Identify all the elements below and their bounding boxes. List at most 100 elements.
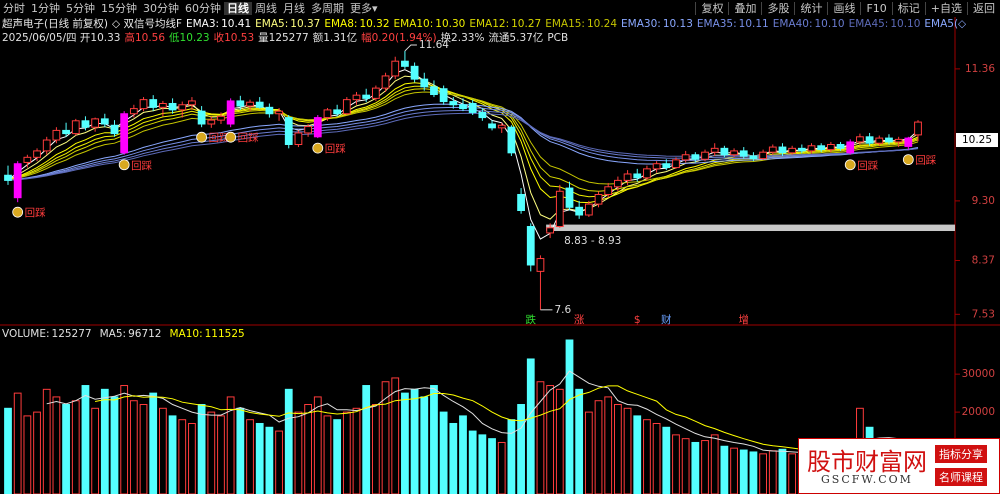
candle-body bbox=[246, 101, 254, 107]
tool-button[interactable]: 画线 bbox=[827, 2, 861, 15]
candle-body bbox=[488, 123, 496, 129]
candle-body bbox=[778, 146, 787, 154]
candle-body bbox=[110, 124, 119, 135]
volume-bar bbox=[333, 419, 342, 494]
candle-body bbox=[449, 101, 458, 106]
candle-body bbox=[865, 136, 874, 144]
candle-body bbox=[497, 124, 506, 129]
candle-body bbox=[565, 187, 574, 208]
candle-body bbox=[826, 143, 835, 151]
range-band-label: 8.83 - 8.93 bbox=[564, 235, 621, 247]
tool-button[interactable]: 复权 bbox=[695, 2, 729, 15]
quote-item: 低10.23 bbox=[169, 32, 210, 44]
ema-value: 10.30 bbox=[435, 18, 466, 30]
volume-legend-label: MA5: bbox=[99, 328, 127, 340]
period-tabs: 分时 1分钟 5分钟 15分钟 30分钟 60分钟 日线 周线 月线 多周期 更多▾ bbox=[0, 0, 381, 17]
volume-bar bbox=[100, 388, 109, 494]
volume-bar bbox=[759, 453, 767, 494]
extreme-label: 7.6 bbox=[554, 304, 571, 316]
volume-bar bbox=[488, 438, 496, 494]
quote-item: 额1.31亿 bbox=[312, 32, 358, 44]
candle-body bbox=[323, 109, 332, 119]
volume-bar bbox=[371, 404, 380, 494]
tool-button[interactable]: 叠加 bbox=[728, 2, 762, 15]
period-tab[interactable]: 月线 bbox=[283, 2, 305, 15]
volume-bar bbox=[604, 396, 613, 494]
toolbar: 分时 1分钟 5分钟 15分钟 30分钟 60分钟 日线 周线 月线 多周期 更多▾ 复权 叠加 多股 统计… bbox=[0, 0, 1000, 17]
volume-bar bbox=[507, 419, 516, 494]
volume-bar bbox=[410, 388, 419, 494]
period-tab[interactable]: 周线 bbox=[255, 2, 277, 15]
candle-body bbox=[149, 99, 158, 108]
ema-label: EMA15: bbox=[545, 18, 585, 30]
candle-body bbox=[517, 193, 525, 212]
candle-body bbox=[681, 154, 690, 161]
period-tab[interactable]: 30分钟 bbox=[143, 2, 179, 15]
ema-more: EMA5(◇ bbox=[924, 18, 967, 30]
volume-bar bbox=[323, 415, 332, 494]
volume-bar bbox=[139, 404, 148, 494]
volume-bar bbox=[81, 385, 90, 494]
tool-button[interactable]: F10 bbox=[860, 2, 892, 15]
candle-body bbox=[188, 100, 196, 106]
period-tab[interactable]: 1分钟 bbox=[31, 2, 60, 15]
period-tab[interactable]: 多周期 bbox=[311, 2, 344, 15]
volume-bar bbox=[352, 407, 361, 494]
candle-body bbox=[507, 126, 516, 154]
volume-bar bbox=[430, 385, 438, 494]
volume-bar bbox=[91, 407, 100, 494]
quote-line: 2025/06/05/四 开10.33 高10.56 低10.23 收10.53 量12… bbox=[2, 31, 572, 45]
period-tab[interactable]: 更多▾ bbox=[350, 2, 378, 15]
period-tab[interactable]: 15分钟 bbox=[101, 2, 137, 15]
volume-bar bbox=[536, 381, 545, 494]
volume-bar bbox=[517, 404, 525, 494]
tool-button[interactable]: 多股 bbox=[761, 2, 795, 15]
tool-button[interactable]: 标记 bbox=[891, 2, 925, 15]
volume-bar bbox=[459, 415, 467, 494]
ema-value: 10.11 bbox=[738, 18, 769, 30]
candle-body bbox=[575, 206, 584, 216]
volume-bar bbox=[294, 411, 303, 494]
tool-button[interactable]: +自选 bbox=[924, 2, 967, 15]
indicator-legend: 超声电子(日线 前复权) ◇ 双信号均线F EMA3: 10.41 EMA5: 10.37… bbox=[2, 17, 970, 31]
volume-bar bbox=[652, 422, 661, 494]
ema-label: EMA8: bbox=[324, 18, 358, 30]
signal: 财 bbox=[661, 313, 672, 326]
volume-bar bbox=[168, 415, 177, 494]
period-tab[interactable]: 60分钟 bbox=[185, 2, 221, 15]
volume-bar bbox=[497, 441, 506, 494]
candle-body bbox=[207, 119, 216, 125]
volume-bar bbox=[788, 453, 797, 494]
candle-body bbox=[197, 110, 206, 125]
candle-body bbox=[4, 174, 12, 181]
volume-bar bbox=[662, 426, 671, 494]
volume-bar bbox=[526, 358, 535, 494]
volume-legend: VOLUME: 125277 MA5: 96712 MA10: 111525 bbox=[2, 327, 253, 341]
candle-body bbox=[633, 173, 642, 179]
candle-body bbox=[652, 163, 661, 170]
volume-bar bbox=[730, 447, 738, 494]
candle-body bbox=[226, 100, 235, 125]
candle-body bbox=[594, 193, 603, 205]
tool-button[interactable]: 返回 bbox=[967, 2, 1000, 15]
period-tab[interactable]: 5分钟 bbox=[66, 2, 95, 15]
volume-legend-label: VOLUME: bbox=[2, 328, 50, 340]
ema-line bbox=[7, 91, 919, 185]
period-tab[interactable]: 日线 bbox=[224, 2, 252, 15]
candle-body bbox=[62, 129, 70, 135]
ema-value: 10.24 bbox=[586, 18, 618, 30]
tool-button[interactable]: 统计 bbox=[794, 2, 828, 15]
volume-bar bbox=[304, 404, 312, 494]
candle-body bbox=[817, 145, 826, 151]
volume-bar bbox=[217, 415, 225, 494]
candle-body bbox=[129, 108, 138, 115]
period-tab[interactable]: 分时 bbox=[3, 2, 25, 15]
callout: 回踩 bbox=[238, 132, 259, 144]
candle-body bbox=[71, 120, 80, 135]
volume-bar bbox=[178, 419, 187, 494]
watermark-tag: 名师课程 bbox=[935, 468, 987, 486]
candle-body bbox=[885, 137, 893, 143]
volume-bar bbox=[778, 448, 787, 494]
volume-bar bbox=[129, 400, 138, 494]
extreme-label: 11.64 bbox=[419, 39, 449, 51]
